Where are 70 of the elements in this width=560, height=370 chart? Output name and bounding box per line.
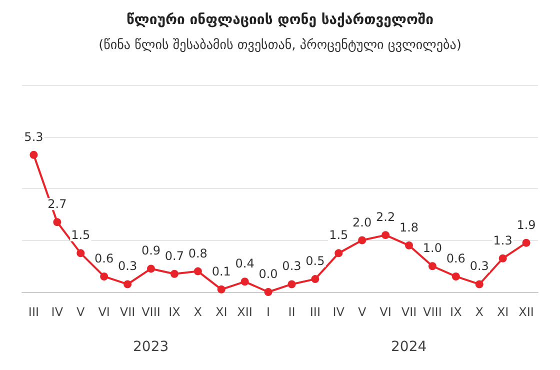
data-label: 1.5 (329, 228, 348, 242)
x-tick-label: XII (518, 305, 534, 319)
data-label: 1.3 (493, 233, 512, 248)
point (170, 270, 178, 278)
point (30, 150, 38, 159)
data-label: 0.3 (118, 259, 138, 274)
text: 2023 (133, 339, 169, 355)
point (311, 275, 320, 284)
point (288, 280, 296, 288)
x-tick-label: VI (98, 305, 110, 319)
chart-subtitle: (წინა წლის შესაბამის თვესთან, პროცენტული ცვლილება) (98, 38, 462, 53)
point (264, 288, 272, 296)
point (147, 264, 155, 273)
point (405, 241, 413, 250)
data-label: 5.3 (24, 130, 44, 144)
data-label: 0.7 (164, 248, 184, 263)
point (358, 236, 366, 244)
point (100, 272, 108, 280)
x-tick-label: X (475, 305, 484, 319)
x-tick-label: X (194, 305, 202, 319)
data-label: 2.2 (376, 210, 396, 224)
point (53, 218, 62, 226)
x-tick-label: III (28, 305, 40, 319)
data-label: 1.9 (516, 218, 536, 232)
data-label: 0.6 (94, 251, 114, 266)
x-tick-label: V (76, 305, 86, 319)
point (124, 280, 132, 288)
x-tick-label: XII (237, 305, 252, 319)
point (194, 267, 202, 276)
data-label: 1.5 (71, 228, 90, 242)
point (522, 238, 530, 247)
x-tick-label: IX (450, 305, 462, 319)
point (240, 278, 249, 286)
point (452, 272, 460, 280)
data-label: 2.0 (352, 215, 372, 230)
x-tick-label: XI (496, 305, 509, 319)
data-label: 1.0 (422, 241, 442, 256)
x-tick-label: VIII (142, 305, 160, 319)
data-label: 0.3 (282, 259, 302, 274)
x-tick-label: II (288, 305, 296, 319)
data-label: 0.1 (212, 264, 231, 278)
x-tick-label: III (310, 305, 320, 319)
x-tick-label: I (266, 305, 270, 319)
x-tick-label: IV (51, 305, 64, 319)
point (334, 249, 343, 258)
point (498, 254, 507, 262)
x-tick-label: VI (380, 305, 392, 319)
x-tick-label: VII (120, 305, 136, 319)
point (382, 231, 390, 240)
x-tick-label: VIII (423, 305, 442, 319)
chart-title: წლიური ინფლაციის დონე საქართველოში (126, 12, 434, 28)
data-label: 0.8 (188, 246, 208, 260)
x-tick-label: IX (168, 305, 180, 319)
point (217, 285, 226, 294)
x-tick-label: XI (215, 305, 228, 319)
data-label: 0.0 (258, 267, 278, 281)
data-label: 0.3 (470, 259, 489, 274)
point (76, 249, 85, 258)
point (475, 280, 484, 288)
data-label: 1.8 (399, 220, 419, 234)
data-label: 2.7 (48, 197, 67, 212)
x-tick-label: VII (401, 305, 417, 319)
x-tick-label: IV (332, 305, 346, 319)
point (428, 262, 436, 270)
data-label: 0.5 (306, 254, 325, 268)
x-tick-label: V (358, 305, 367, 319)
data-label: 0.6 (446, 251, 466, 266)
text: 2024 (391, 339, 427, 355)
data-label: 0.4 (235, 256, 254, 271)
data-label: 0.9 (141, 244, 161, 258)
